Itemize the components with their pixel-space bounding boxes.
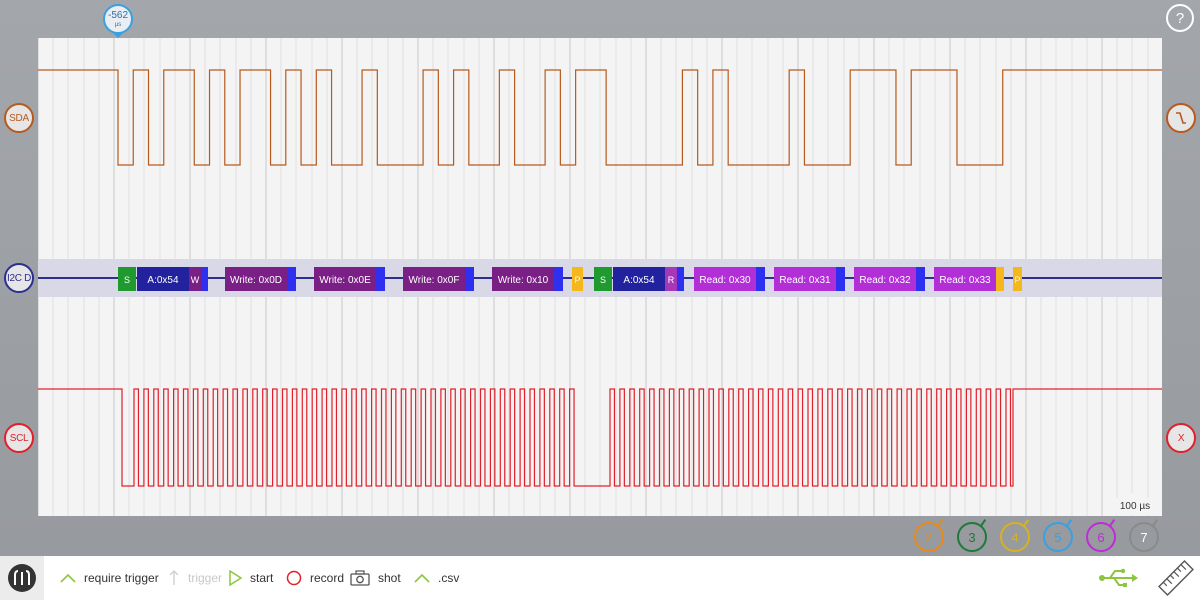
require-trigger-button[interactable]: require trigger — [60, 569, 159, 587]
i2c-frame-label: Read: 0x33 — [939, 275, 991, 286]
i2c-frame — [694, 267, 756, 291]
cursor-value: -562 — [107, 10, 128, 21]
i2c-frame — [774, 267, 836, 291]
i2c-frame — [189, 267, 201, 291]
x-channel-badge[interactable]: X — [1166, 423, 1196, 453]
timescale-label: 100 µs — [1116, 490, 1154, 515]
waveform-canvas: S A:0x54 W Write: 0x0D Write: 0x0E Write: 0x0… — [38, 38, 1162, 516]
csv-label: .csv — [438, 571, 460, 585]
i2c-frame — [613, 267, 665, 291]
channel-badge-scl[interactable]: SCL — [4, 423, 34, 453]
channel-7-button[interactable]: 7 — [1129, 519, 1159, 552]
chevron-up-icon — [414, 573, 430, 583]
sda-trace — [38, 69, 1162, 166]
i2c-frame — [314, 267, 376, 291]
channel-2-button[interactable]: 2 — [914, 519, 944, 552]
i2c-frame — [916, 267, 925, 291]
i2c-frame — [572, 267, 583, 291]
i2c-frame-label: P — [574, 275, 580, 285]
i2c-frame — [225, 267, 287, 291]
record-label: record — [310, 571, 345, 585]
play-icon — [228, 570, 242, 586]
i2c-frame — [677, 267, 684, 291]
scl-trace — [38, 388, 1162, 487]
i2c-frame — [836, 267, 845, 291]
i2c-decoded-frames: S A:0x54 W Write: 0x0D Write: 0x0E Write: 0x0… — [118, 267, 1022, 291]
i2c-frame — [137, 267, 189, 291]
i2c-frame-label: P — [1014, 275, 1020, 285]
i2c-frame — [287, 267, 296, 291]
require-trigger-label: require trigger — [84, 571, 159, 585]
bottom-toolbar: require trigger trigger start record sho… — [0, 556, 1200, 600]
trigger-button[interactable]: trigger — [168, 569, 222, 587]
i2c-frame-label: Write: 0x0F — [409, 275, 460, 286]
i2c-frame — [376, 267, 385, 291]
cursor-unit: µs — [114, 22, 122, 28]
channel-badge-sda[interactable]: SDA — [4, 103, 34, 133]
i2c-frame — [1013, 267, 1022, 291]
waveform-plot[interactable]: S A:0x54 W Write: 0x0D Write: 0x0E Write: 0x0… — [38, 38, 1162, 516]
i2c-frame-label: W — [191, 275, 200, 285]
i2c-frame — [465, 267, 474, 291]
i2c-frame-label: S — [600, 275, 606, 285]
ruler-icon[interactable] — [1156, 558, 1196, 600]
channel-3-button[interactable]: 3 — [957, 519, 987, 552]
i2c-frame — [554, 267, 563, 291]
i2c-frame-label: Write: 0x0D — [230, 275, 282, 286]
i2c-frame-label: Write: 0x10 — [498, 275, 549, 286]
i2c-frame — [996, 267, 1004, 291]
i2c-frame-label: R — [668, 275, 675, 285]
csv-export-button[interactable]: .csv — [414, 569, 459, 587]
i2c-frame-label: Read: 0x32 — [859, 275, 911, 286]
i2c-frame-label: A:0x54 — [147, 275, 179, 286]
i2c-frame-label: Read: 0x30 — [699, 275, 751, 286]
camera-icon — [350, 570, 370, 586]
shot-label: shot — [378, 571, 401, 585]
i2c-frame — [403, 267, 465, 291]
cursor-pointer-icon — [112, 32, 124, 38]
i2c-frame — [118, 267, 136, 291]
record-button[interactable]: record — [286, 569, 344, 587]
start-button[interactable]: start — [228, 569, 273, 587]
channel-4-button[interactable]: 4 — [1000, 519, 1030, 552]
i2c-frame — [665, 267, 677, 291]
i2c-frame-label: A:0x54 — [623, 275, 655, 286]
i2c-frame-label: Read: 0x31 — [779, 275, 831, 286]
channel-6-button[interactable]: 6 — [1086, 519, 1116, 552]
usb-icon — [1098, 568, 1138, 593]
i2c-frame — [492, 267, 554, 291]
app-logo-icon[interactable] — [0, 556, 44, 600]
i2c-frame-label: Write: 0x0E — [319, 275, 371, 286]
channel-badge-i2c[interactable]: I2C D — [4, 263, 34, 293]
chevron-up-icon — [60, 573, 76, 583]
record-icon — [286, 570, 302, 586]
trigger-icon — [168, 570, 180, 586]
i2c-frame — [201, 267, 208, 291]
start-label: start — [250, 571, 274, 585]
shot-button[interactable]: shot — [350, 569, 401, 587]
i2c-frame — [594, 267, 612, 291]
i2c-frame-label: S — [124, 275, 130, 285]
time-cursor-marker[interactable]: -562 µs — [103, 4, 133, 34]
i2c-frame — [854, 267, 916, 291]
i2c-frame — [934, 267, 996, 291]
channel-5-button[interactable]: 5 — [1043, 519, 1073, 552]
help-button[interactable]: ? — [1166, 4, 1194, 32]
i2c-frame — [756, 267, 765, 291]
edge-trigger-icon[interactable] — [1166, 103, 1196, 133]
trigger-label: trigger — [188, 571, 223, 585]
